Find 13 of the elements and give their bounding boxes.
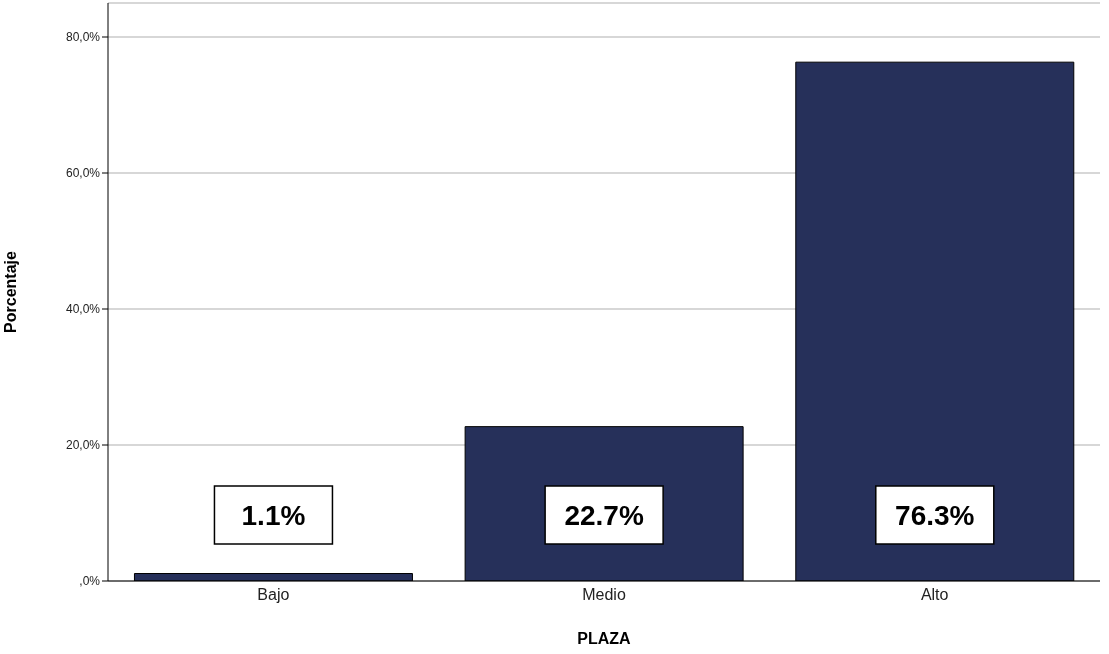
y-tick-label: ,0% bbox=[79, 574, 101, 589]
y-tick-label: 20,0% bbox=[65, 438, 101, 453]
x-tick-label: Medio bbox=[582, 586, 626, 604]
x-axis-title: PLAZA bbox=[577, 630, 632, 647]
data-label: 1.1% bbox=[241, 500, 306, 531]
y-tick-label: 80,0% bbox=[65, 30, 101, 45]
x-tick-label: Alto bbox=[920, 586, 949, 604]
y-tick-label: 60,0% bbox=[65, 166, 101, 181]
y-tick-label: 40,0% bbox=[65, 302, 101, 317]
x-tick-label: Bajo bbox=[257, 586, 290, 604]
data-label: 22.7% bbox=[564, 500, 644, 531]
y-axis-title: Porcentaje bbox=[1, 250, 19, 333]
data-label: 76.3% bbox=[895, 500, 975, 531]
